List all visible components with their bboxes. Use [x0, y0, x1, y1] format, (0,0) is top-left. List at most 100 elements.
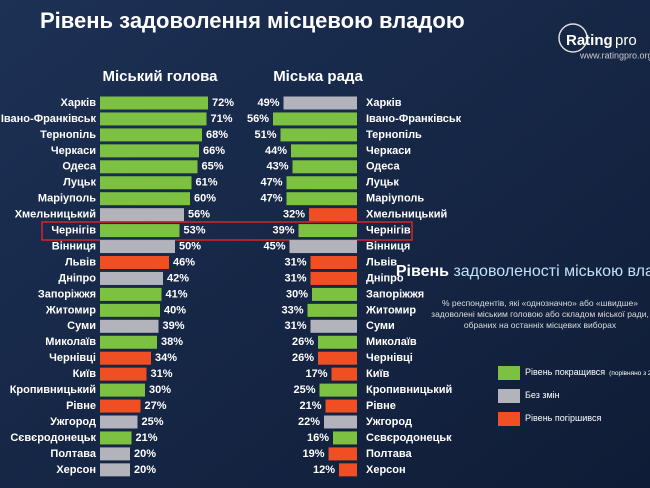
city-label: Дніпро	[366, 272, 404, 284]
bar	[100, 415, 138, 429]
bar	[280, 128, 357, 142]
value-label: 50%	[179, 240, 201, 252]
bar	[100, 128, 202, 142]
legend-label-text: Без змін	[525, 390, 560, 400]
bar	[283, 96, 357, 110]
city-label: Рівне	[366, 400, 396, 412]
bar	[331, 367, 357, 381]
value-label: 31%	[151, 368, 173, 380]
bar	[100, 399, 141, 413]
city-label: Тернопіль	[40, 129, 96, 141]
legend-title: Рівень задоволеності міською владою	[396, 263, 650, 280]
city-label: Запоріжжя	[366, 288, 424, 300]
bar	[100, 383, 145, 397]
value-label: 42%	[167, 272, 189, 284]
value-label: 56%	[247, 113, 269, 125]
bar	[100, 160, 198, 174]
value-label: 43%	[266, 161, 288, 173]
bar	[328, 447, 357, 461]
city-label: Чернігів	[51, 225, 96, 237]
city-label: Полтава	[50, 448, 96, 460]
bar	[100, 463, 130, 477]
city-label: Житомир	[45, 304, 96, 316]
title: Рівень задоволення місцевою владою	[40, 8, 465, 33]
bar	[100, 335, 157, 349]
legend-note-box: % респондентів, які «однозначно» або «шв…	[431, 298, 649, 331]
value-label: 66%	[203, 145, 225, 157]
city-label: Луцьк	[366, 177, 399, 189]
value-label: 51%	[254, 129, 276, 141]
city-label: Рівне	[66, 400, 96, 412]
legend-label: Рівень покращився (порівняно з 2016)	[525, 367, 650, 377]
bar	[100, 367, 147, 381]
value-label: 30%	[149, 384, 171, 396]
value-label: 26%	[292, 352, 314, 364]
value-label: 26%	[292, 336, 314, 348]
city-label: Харків	[61, 97, 97, 109]
city-label: Кропивницький	[10, 384, 96, 396]
legend-swatch	[498, 412, 520, 426]
value-label: 41%	[166, 288, 188, 300]
highlight	[41, 221, 413, 241]
city-label: Херсон	[56, 464, 96, 476]
legend-title-bold: Рівень	[396, 263, 449, 280]
bar	[100, 447, 130, 461]
url: www.ratingpro.org	[579, 50, 650, 60]
value-label: 71%	[211, 113, 233, 125]
legend-label-text: Рівень погіршився	[525, 413, 601, 423]
value-label: 45%	[263, 240, 285, 252]
city-label: Запоріжжя	[38, 288, 96, 300]
value-label: 39%	[163, 320, 185, 332]
bar	[100, 144, 199, 158]
city-label: Черкаси	[366, 145, 411, 157]
value-label: 47%	[260, 193, 282, 205]
logo-suffix: pro	[615, 32, 637, 49]
legend-note: % респондентів, які «однозначно» або «шв…	[431, 298, 649, 331]
city-label: Хмельницький	[366, 209, 447, 221]
bar	[100, 224, 180, 238]
bar	[273, 112, 357, 126]
bar	[324, 415, 357, 429]
city-label: Полтава	[366, 448, 412, 460]
bar	[309, 208, 357, 222]
city-label: Сєвєродонецьк	[366, 432, 452, 444]
bar	[100, 319, 159, 333]
bar	[310, 256, 357, 269]
bar	[100, 431, 132, 445]
logo-ring	[558, 23, 588, 53]
bar	[298, 224, 357, 238]
bar	[100, 96, 208, 110]
value-label: 31%	[284, 320, 306, 332]
value-label: 17%	[305, 368, 327, 380]
city-label: Херсон	[366, 464, 406, 476]
value-label: 39%	[272, 225, 294, 237]
city-label: Луцьк	[63, 177, 96, 189]
city-label: Суми	[67, 320, 96, 332]
series-title: Міська рада	[273, 68, 363, 85]
city-label: Львів	[366, 256, 397, 268]
city-label: Тернопіль	[366, 129, 422, 141]
bar	[100, 240, 175, 254]
city-label: Хмельницький	[15, 209, 96, 221]
legend-label: Без змін	[525, 390, 560, 400]
value-label: 32%	[283, 209, 305, 221]
city-label: Вінниця	[52, 240, 96, 252]
city-label: Житомир	[365, 304, 416, 316]
value-label: 65%	[202, 161, 224, 173]
city-label: Харків	[366, 97, 402, 109]
value-label: 20%	[134, 448, 156, 460]
value-label: 16%	[307, 432, 329, 444]
city-label: Черкаси	[51, 145, 96, 157]
bar	[289, 240, 357, 254]
city-label: Вінниця	[366, 240, 410, 252]
value-label: 44%	[265, 145, 287, 157]
bar	[310, 319, 357, 333]
city-label: Івано-Франківськ	[1, 113, 97, 125]
value-label: 68%	[206, 129, 228, 141]
city-label: Сєвєродонецьк	[10, 432, 96, 444]
city-label: Суми	[366, 320, 395, 332]
bar	[312, 287, 357, 301]
value-label: 21%	[299, 400, 321, 412]
city-label: Львів	[65, 256, 96, 268]
